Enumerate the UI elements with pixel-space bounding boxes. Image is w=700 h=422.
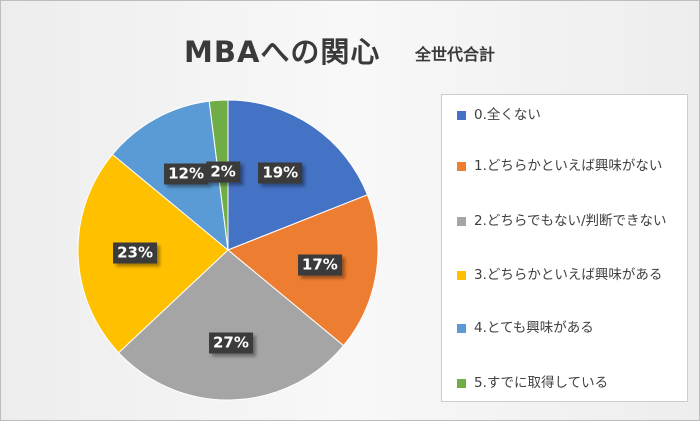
legend: 0.全くない 1.どちらかといえば興味がない 2.どちらでもない/判断できない … (441, 94, 688, 402)
legend-item-0: 0.全くない (457, 105, 683, 126)
legend-swatch-0 (457, 111, 466, 120)
legend-swatch-4 (457, 324, 466, 333)
data-label-3: 23% (113, 242, 157, 264)
legend-label-5: 5.すでに取得している (474, 375, 609, 391)
data-label-1: 17% (297, 254, 342, 276)
data-label-5: 2% (206, 161, 240, 183)
legend-item-4: 4.とても興味がある (457, 318, 683, 339)
chart-subtitle: 全世代合計 (415, 45, 496, 64)
data-label-0: 19% (258, 162, 303, 184)
legend-swatch-5 (457, 379, 466, 388)
legend-label-0: 0.全くない (474, 107, 541, 123)
chart-title: MBAへの関心 (184, 35, 381, 69)
legend-item-5: 5.すでに取得している (457, 373, 683, 394)
legend-label-3: 3.どちらかといえば興味がある (474, 267, 663, 283)
data-label-4: 12% (164, 163, 209, 185)
pie-slice-2 (117, 249, 345, 401)
legend-label-1: 1.どちらかといえば興味がない (474, 158, 663, 174)
legend-item-1: 1.どちらかといえば興味がない (457, 156, 683, 177)
legend-label-2: 2.どちらでもない/判断できない (474, 213, 667, 229)
legend-item-3: 3.どちらかといえば興味がある (457, 265, 683, 286)
legend-swatch-3 (457, 271, 466, 280)
data-label-2: 27% (208, 332, 253, 354)
legend-item-2: 2.どちらでもない/判断できない (457, 211, 683, 232)
legend-label-4: 4.とても興味がある (474, 320, 594, 336)
legend-swatch-2 (457, 217, 466, 226)
legend-swatch-1 (457, 162, 466, 171)
